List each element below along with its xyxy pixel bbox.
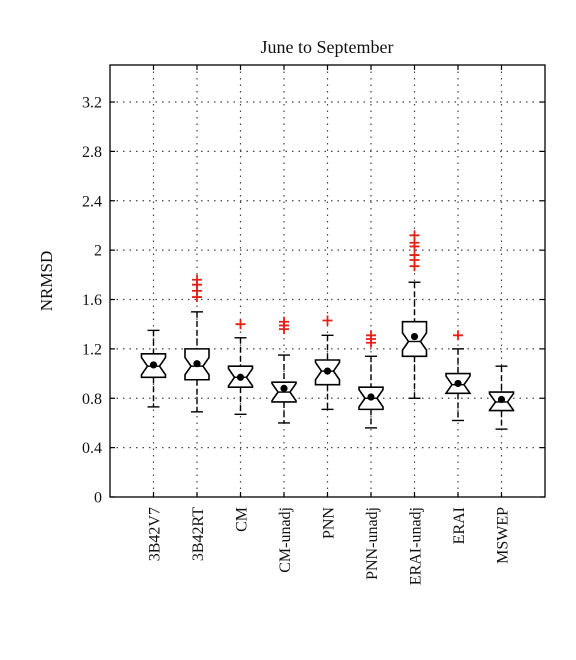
outlier-marker	[366, 330, 376, 341]
y-tick-label: 2.4	[82, 193, 102, 210]
box-pnn-unadj	[358, 330, 384, 429]
outlier-marker	[279, 316, 289, 327]
y-tick-label: 0.4	[82, 440, 102, 457]
box-pnn	[314, 315, 341, 411]
box-mswep	[488, 365, 515, 430]
mean-marker	[323, 367, 332, 375]
outlier-marker	[322, 315, 333, 326]
mean-marker	[454, 379, 462, 388]
y-tick-label: 1.2	[82, 341, 102, 358]
grid	[110, 65, 545, 497]
y-tick-label: 0	[94, 490, 102, 507]
x-tick-label: CM	[234, 507, 251, 532]
x-tick-label: CM-unadj	[277, 507, 294, 573]
outlier-marker	[409, 250, 420, 261]
x-tick-label: PNN	[321, 507, 338, 539]
outlier-marker	[192, 274, 202, 285]
x-tick-label: MSWEP	[495, 507, 512, 564]
boxes	[140, 230, 515, 430]
y-tick-label: 1.6	[82, 292, 102, 309]
box-3b42rt	[184, 274, 210, 413]
x-tick-label: 3B42V7	[147, 507, 164, 561]
outlier-marker	[235, 319, 246, 330]
mean-marker	[497, 395, 506, 404]
box-erai	[444, 330, 472, 422]
box-cm-unadj	[271, 316, 297, 424]
outlier-marker	[409, 230, 420, 241]
x-tick-label: ERAI-unadj	[408, 507, 425, 585]
box-cm	[227, 319, 254, 416]
y-tick-label: 2.8	[82, 144, 102, 161]
y-tick-label: 0.8	[82, 391, 102, 408]
y-tick-label: 2	[94, 243, 102, 260]
mean-marker	[280, 384, 288, 392]
chart-title: June to September	[261, 37, 394, 57]
mean-marker	[149, 361, 158, 369]
mean-marker	[410, 332, 419, 341]
box-3b42v7	[140, 329, 167, 408]
y-axis-label: NRMSD	[37, 251, 56, 311]
x-tick-label: 3B42RT	[190, 507, 207, 561]
mean-marker	[193, 360, 201, 368]
y-tick-label: 3.2	[82, 95, 102, 112]
mean-marker	[236, 373, 245, 381]
mean-marker	[367, 393, 375, 401]
box-erai-unadj	[401, 230, 428, 399]
axes: 0 0.4 0.8 1.2 1.6 2 2.4 2.8 3.2 3B42V7 3B42RT CM CM-…	[82, 65, 545, 585]
x-tick-label: PNN-unadj	[364, 507, 381, 580]
x-tick-label: ERAI	[451, 507, 468, 544]
outlier-marker	[453, 330, 463, 341]
